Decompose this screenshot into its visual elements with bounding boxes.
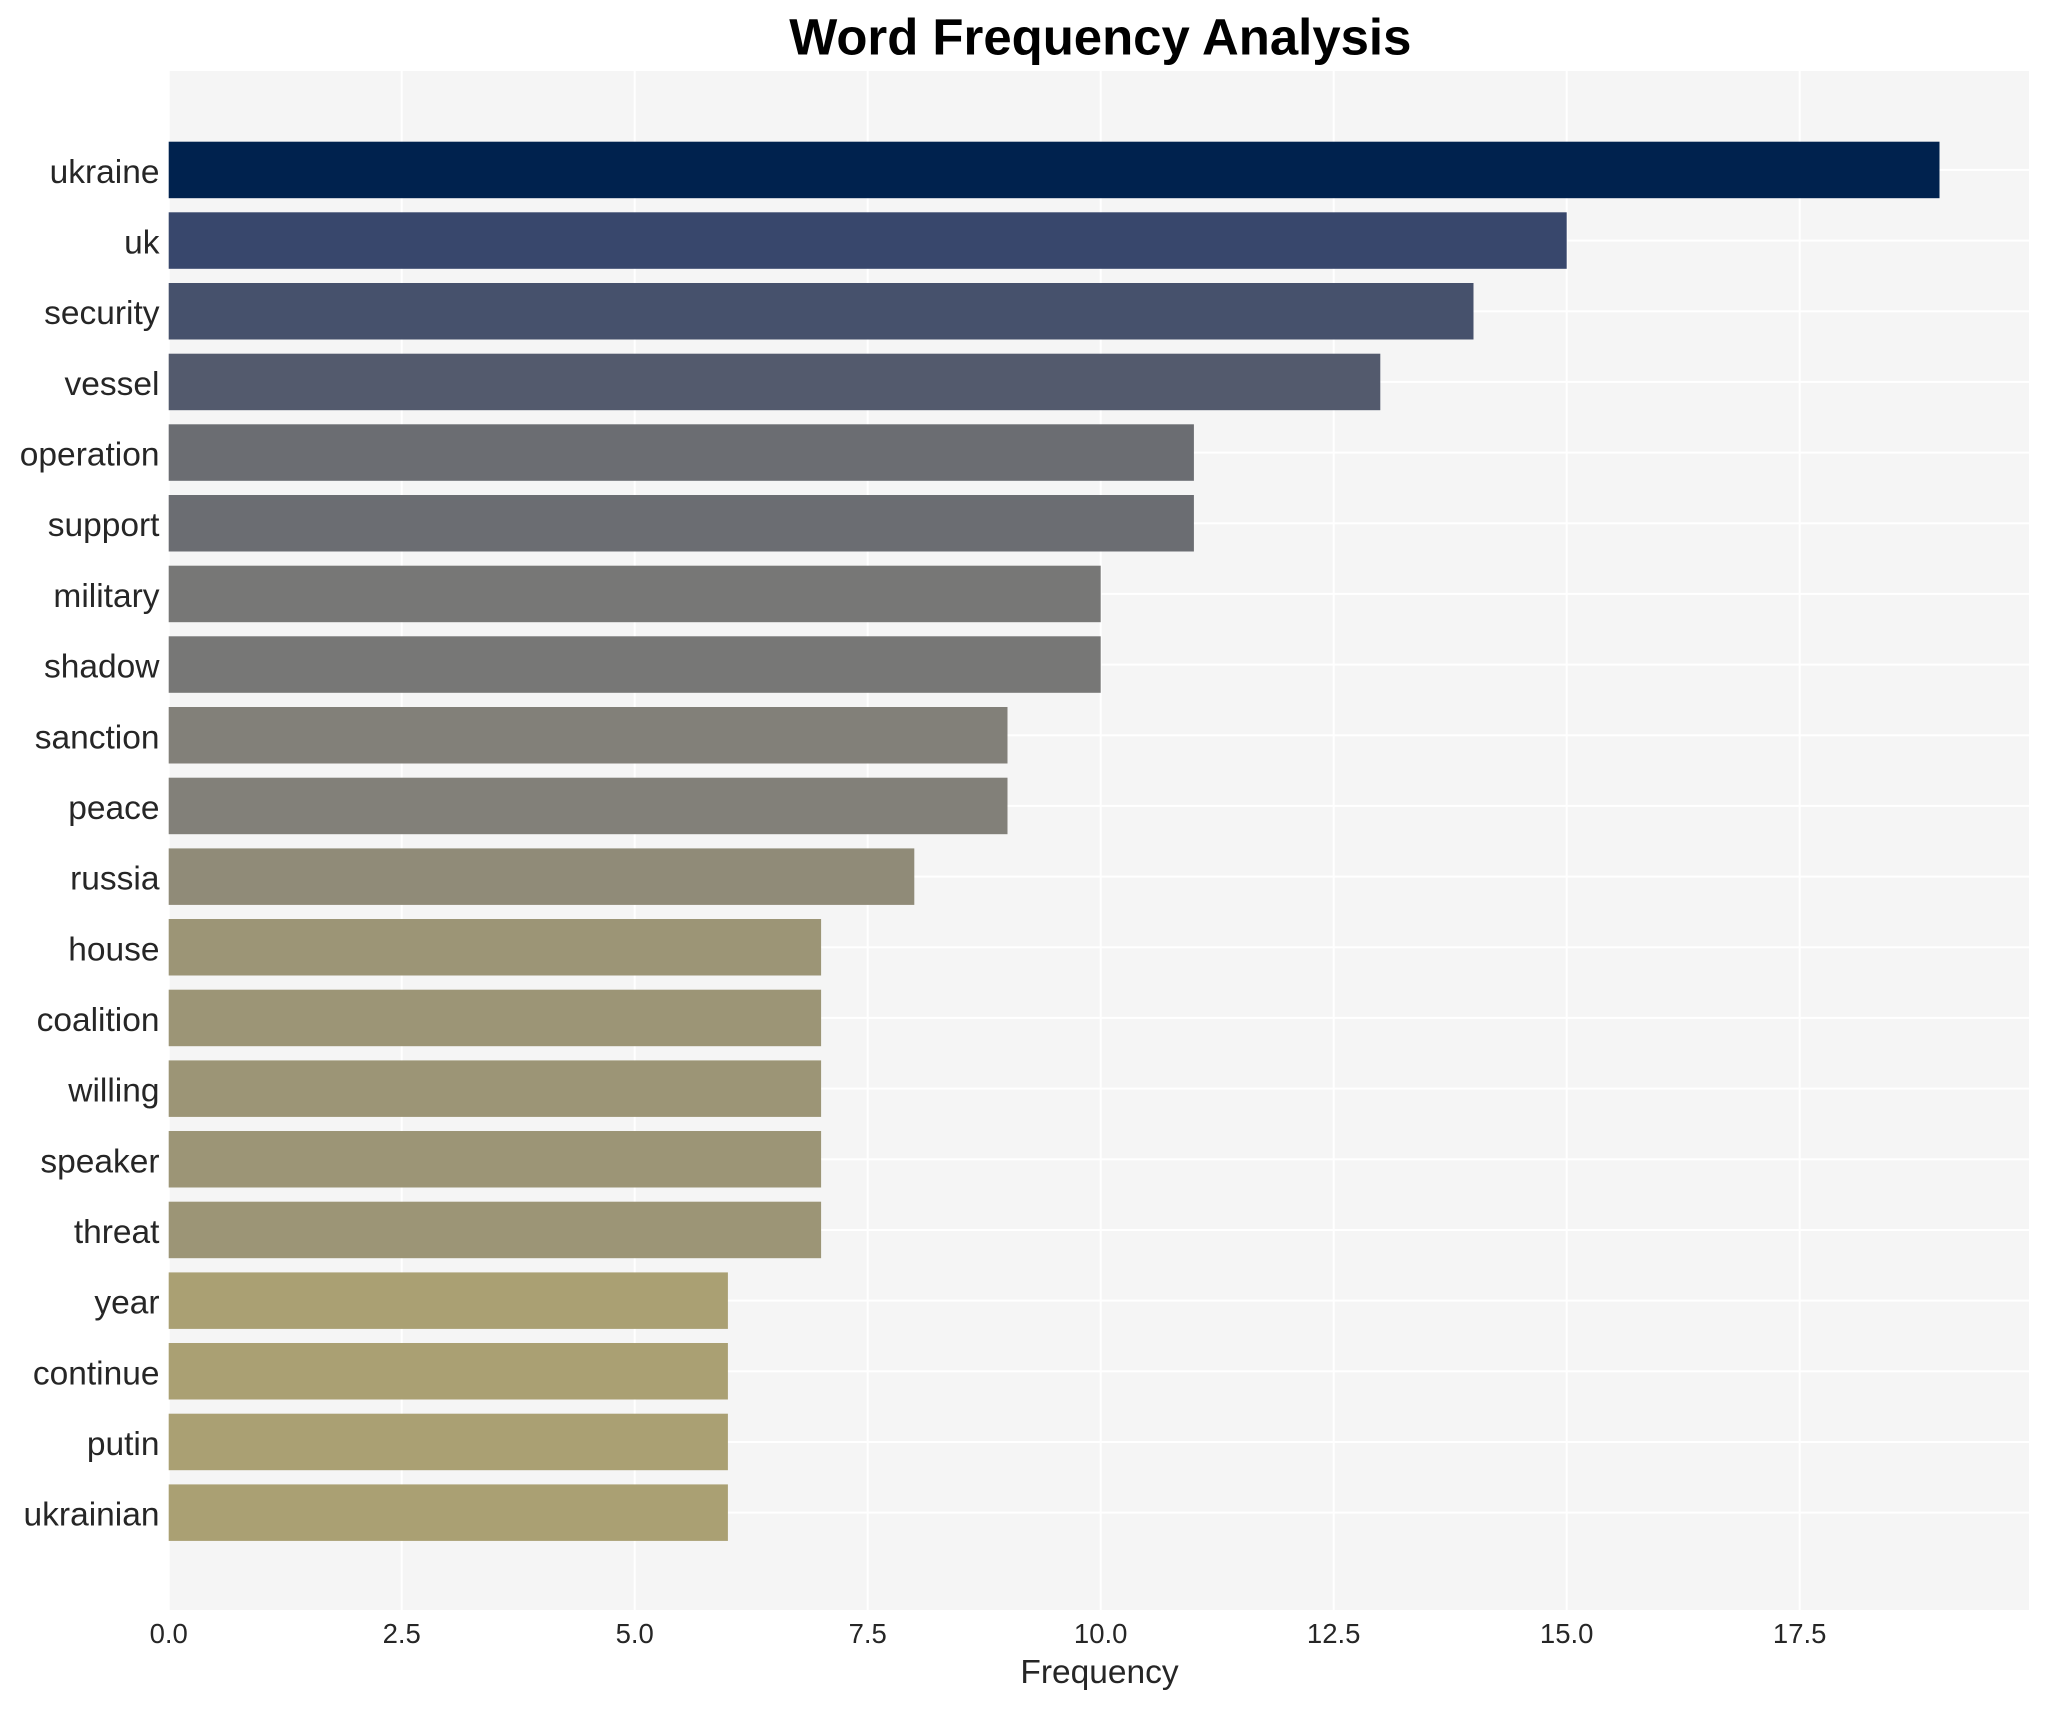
svg-text:russia: russia bbox=[70, 861, 160, 898]
svg-text:sanction: sanction bbox=[35, 719, 160, 756]
svg-text:putin: putin bbox=[87, 1426, 160, 1463]
svg-text:uk: uk bbox=[124, 225, 160, 262]
svg-text:willing: willing bbox=[67, 1073, 159, 1110]
svg-text:support: support bbox=[48, 507, 160, 544]
svg-text:Frequency: Frequency bbox=[1020, 1654, 1179, 1691]
svg-text:ukraine: ukraine bbox=[50, 154, 160, 191]
svg-text:12.5: 12.5 bbox=[1307, 1618, 1361, 1649]
svg-text:5.0: 5.0 bbox=[616, 1618, 654, 1649]
svg-text:coalition: coalition bbox=[37, 1002, 160, 1039]
svg-text:security: security bbox=[44, 295, 160, 332]
svg-text:Word Frequency Analysis: Word Frequency Analysis bbox=[789, 9, 1411, 66]
svg-text:7.5: 7.5 bbox=[849, 1618, 887, 1649]
svg-text:peace: peace bbox=[68, 790, 159, 827]
svg-text:threat: threat bbox=[74, 1214, 160, 1251]
svg-text:house: house bbox=[68, 931, 159, 968]
svg-text:0.0: 0.0 bbox=[150, 1618, 188, 1649]
svg-text:ukrainian: ukrainian bbox=[24, 1497, 160, 1534]
svg-text:operation: operation bbox=[20, 437, 160, 474]
svg-text:military: military bbox=[53, 578, 159, 615]
svg-text:vessel: vessel bbox=[65, 366, 160, 403]
svg-text:10.0: 10.0 bbox=[1074, 1618, 1128, 1649]
svg-text:2.5: 2.5 bbox=[383, 1618, 421, 1649]
svg-text:continue: continue bbox=[33, 1355, 160, 1392]
svg-text:shadow: shadow bbox=[44, 649, 160, 686]
svg-text:17.5: 17.5 bbox=[1773, 1618, 1827, 1649]
svg-text:year: year bbox=[94, 1285, 159, 1322]
svg-text:15.0: 15.0 bbox=[1540, 1618, 1594, 1649]
svg-text:speaker: speaker bbox=[40, 1143, 159, 1180]
